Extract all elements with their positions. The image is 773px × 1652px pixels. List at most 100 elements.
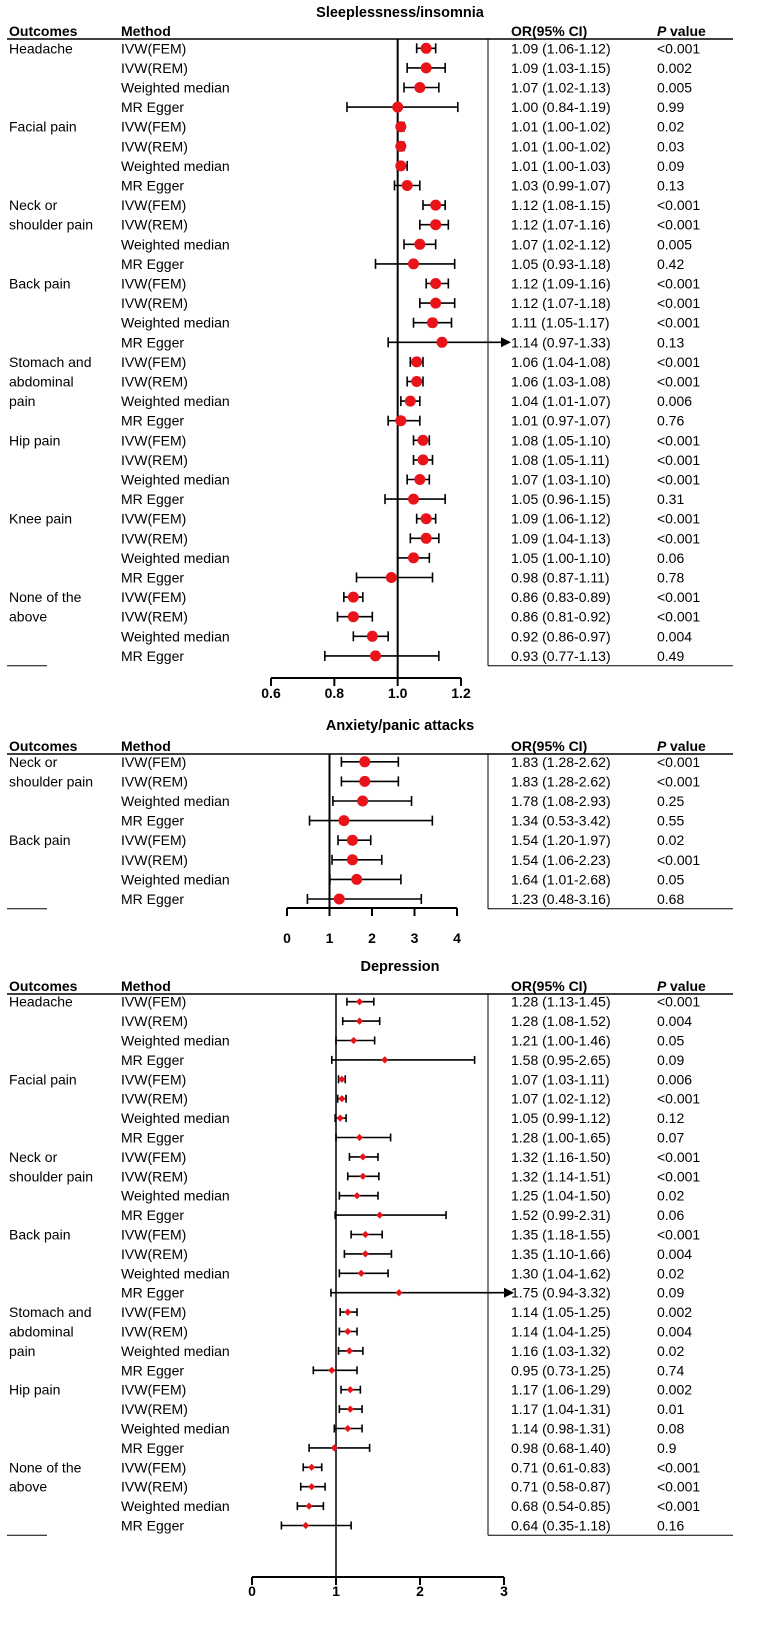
or-ci-value: 1.28 (1.00-1.65) bbox=[511, 1130, 611, 1146]
method-label: MR Egger bbox=[121, 570, 184, 586]
or-ci-value: 1.12 (1.09-1.16) bbox=[511, 276, 611, 292]
point-estimate bbox=[385, 572, 397, 583]
or-ci-value: 0.86 (0.83-0.89) bbox=[511, 589, 611, 605]
method-label: MR Egger bbox=[121, 413, 184, 429]
point-estimate bbox=[370, 650, 381, 662]
x-tick-label: 3 bbox=[411, 930, 419, 946]
method-label: IVW(FEM) bbox=[121, 994, 186, 1010]
x-tick-label: 1 bbox=[332, 1583, 340, 1599]
p-value: 0.74 bbox=[657, 1362, 684, 1378]
point-estimate bbox=[357, 1269, 365, 1277]
or-ci-value: 1.05 (0.93-1.18) bbox=[511, 256, 611, 272]
method-label: Weighted median bbox=[121, 1033, 230, 1049]
p-value: <0.001 bbox=[657, 1091, 700, 1107]
method-label: IVW(REM) bbox=[121, 1479, 188, 1495]
p-value: <0.001 bbox=[657, 994, 700, 1010]
method-label: IVW(FEM) bbox=[121, 119, 186, 135]
p-value: 0.12 bbox=[657, 1110, 684, 1126]
or-ci-value: 1.14 (0.98-1.31) bbox=[511, 1421, 611, 1437]
method-label: MR Egger bbox=[121, 1130, 184, 1146]
method-label: MR Egger bbox=[121, 891, 184, 907]
point-estimate bbox=[346, 854, 358, 866]
point-estimate bbox=[346, 834, 358, 846]
point-estimate bbox=[359, 756, 371, 768]
header-p: P bbox=[657, 738, 667, 754]
p-value: 0.16 bbox=[657, 1518, 684, 1534]
header-method: Method bbox=[121, 23, 171, 39]
p-value: <0.001 bbox=[657, 374, 700, 390]
or-ci-value: 1.12 (1.07-1.16) bbox=[511, 217, 611, 233]
point-estimate bbox=[355, 998, 364, 1006]
point-estimate bbox=[414, 82, 426, 93]
or-ci-value: 1.16 (1.03-1.32) bbox=[511, 1343, 611, 1359]
point-estimate bbox=[328, 1366, 336, 1374]
method-label: IVW(FEM) bbox=[121, 1071, 186, 1087]
or-ci-value: 1.09 (1.06-1.12) bbox=[511, 511, 611, 527]
point-estimate bbox=[338, 815, 350, 827]
point-estimate bbox=[392, 101, 404, 113]
method-label: Weighted median bbox=[121, 550, 230, 566]
outcome-label: Headache bbox=[9, 994, 73, 1010]
p-value: <0.001 bbox=[657, 589, 700, 605]
outcome-label: Neck or bbox=[9, 1149, 58, 1165]
method-label: IVW(REM) bbox=[121, 374, 188, 390]
method-label: MR Egger bbox=[121, 1362, 184, 1378]
or-ci-value: 1.11 (1.05-1.17) bbox=[511, 315, 610, 331]
method-label: IVW(FEM) bbox=[121, 432, 186, 448]
p-value: <0.001 bbox=[657, 773, 700, 789]
method-label: IVW(FEM) bbox=[121, 1382, 186, 1398]
or-ci-value: 0.98 (0.68-1.40) bbox=[511, 1440, 611, 1456]
p-value: 0.004 bbox=[657, 1246, 692, 1262]
or-ci-value: 1.83 (1.28-2.62) bbox=[511, 773, 611, 789]
x-tick-label: 1 bbox=[326, 930, 334, 946]
or-ci-value: 1.54 (1.20-1.97) bbox=[511, 832, 611, 848]
method-label: IVW(REM) bbox=[121, 1091, 188, 1107]
or-ci-value: 1.64 (1.01-2.68) bbox=[511, 871, 611, 887]
or-ci-value: 1.32 (1.16-1.50) bbox=[511, 1149, 611, 1165]
or-ci-value: 1.32 (1.14-1.51) bbox=[511, 1168, 611, 1184]
point-estimate bbox=[381, 1056, 389, 1064]
or-ci-value: 1.05 (0.99-1.12) bbox=[511, 1110, 611, 1126]
point-estimate bbox=[376, 1211, 384, 1219]
p-value: 0.31 bbox=[657, 491, 684, 507]
x-tick-label: 1.2 bbox=[451, 685, 471, 701]
or-ci-value: 1.01 (1.00-1.02) bbox=[511, 138, 611, 154]
chart-title: Depression bbox=[361, 959, 440, 975]
point-estimate bbox=[355, 1017, 364, 1025]
method-label: Weighted median bbox=[121, 871, 230, 887]
or-ci-value: 1.23 (0.48-3.16) bbox=[511, 891, 611, 907]
outcome-label: above bbox=[9, 609, 47, 625]
outcome-label: shoulder pain bbox=[9, 773, 93, 789]
p-value: 0.005 bbox=[657, 236, 692, 252]
point-estimate bbox=[427, 317, 438, 329]
chart-title: Sleeplessness/insomnia bbox=[316, 5, 485, 21]
or-ci-value: 1.17 (1.06-1.29) bbox=[511, 1382, 611, 1398]
p-value: <0.001 bbox=[657, 1227, 700, 1243]
outcome-label: Knee pain bbox=[9, 511, 72, 527]
point-estimate bbox=[338, 1075, 346, 1083]
point-estimate bbox=[430, 278, 442, 289]
or-ci-value: 1.07 (1.02-1.12) bbox=[511, 236, 611, 252]
point-estimate bbox=[408, 258, 419, 270]
outcome-label: Hip pain bbox=[9, 432, 60, 448]
header-method: Method bbox=[121, 978, 171, 994]
or-ci-value: 1.09 (1.04-1.13) bbox=[511, 530, 611, 546]
p-value: <0.001 bbox=[657, 1168, 700, 1184]
point-estimate bbox=[366, 630, 378, 642]
p-value: 0.76 bbox=[657, 413, 684, 429]
method-label: IVW(REM) bbox=[121, 1246, 188, 1262]
point-estimate bbox=[305, 1502, 313, 1510]
p-value: 0.09 bbox=[657, 158, 684, 174]
p-value: <0.001 bbox=[657, 276, 700, 292]
method-label: MR Egger bbox=[121, 1285, 184, 1301]
p-value: 0.99 bbox=[657, 99, 684, 115]
p-value: <0.001 bbox=[657, 530, 700, 546]
method-label: Weighted median bbox=[121, 236, 230, 252]
p-value: <0.001 bbox=[657, 197, 700, 213]
method-label: Weighted median bbox=[121, 393, 230, 409]
method-label: Weighted median bbox=[121, 1343, 230, 1359]
point-estimate bbox=[338, 1095, 346, 1103]
p-value: <0.001 bbox=[657, 1459, 700, 1475]
method-label: MR Egger bbox=[121, 99, 184, 115]
